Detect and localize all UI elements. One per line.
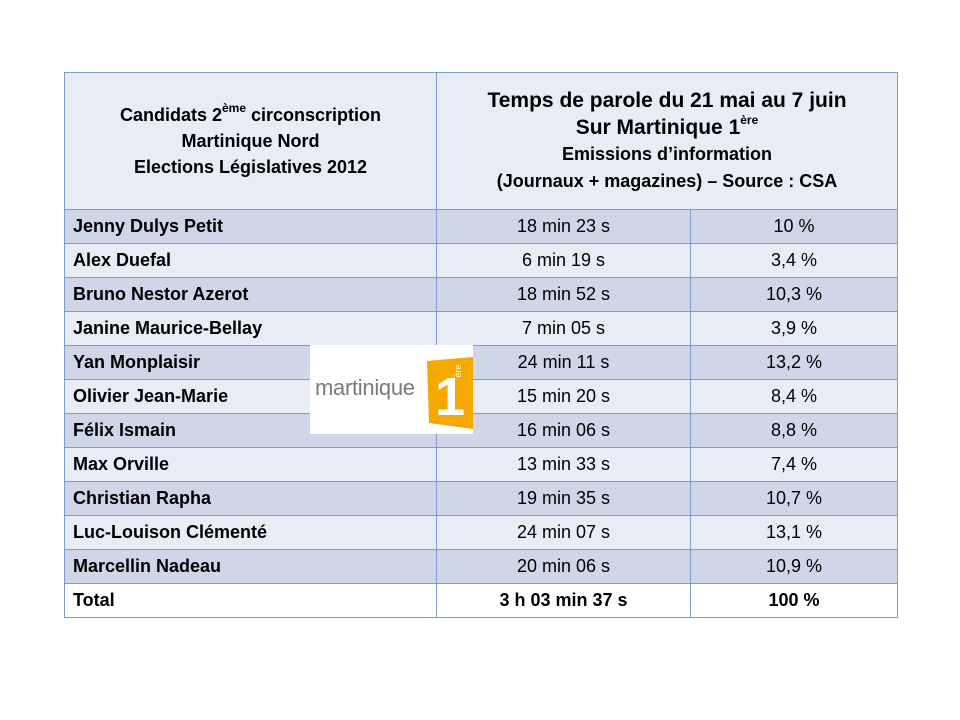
speaking-time: 20 min 06 s	[436, 549, 691, 584]
speaking-percentage: 10 %	[689, 209, 899, 244]
candidate-name: Marcellin Nadeau	[64, 549, 437, 584]
candidate-name: Max Orville	[64, 447, 437, 482]
martinique-1ere-logo: martinique 1 ère	[310, 345, 473, 434]
logo-badge-sup: ère	[453, 364, 463, 377]
title-line4: (Journaux + magazines) – Source : CSA	[496, 171, 838, 191]
speaking-percentage: 3,4 %	[689, 243, 899, 278]
speaking-percentage: 13,2 %	[689, 345, 899, 380]
speaking-time: 13 min 33 s	[436, 447, 691, 482]
speaking-time: 18 min 52 s	[436, 277, 691, 312]
speaking-time: 19 min 35 s	[436, 481, 691, 516]
speaking-percentage: 10,7 %	[689, 481, 899, 516]
speaking-percentage: 10,3 %	[689, 277, 899, 312]
table-row: Max Orville 13 min 33 s 7,4 %	[64, 447, 899, 482]
candidate-name: Christian Rapha	[64, 481, 437, 516]
candidates-header-line3: Elections Législatives 2012	[133, 157, 368, 177]
logo-badge-icon: 1 ère	[427, 357, 473, 429]
speaking-time: 15 min 20 s	[436, 379, 691, 414]
speaking-time-table: Candidats 2ème circonscription Martiniqu…	[64, 72, 899, 618]
speaking-percentage: 8,4 %	[689, 379, 899, 414]
candidates-header-line2: Martinique Nord	[181, 131, 320, 151]
candidates-header-cell: Candidats 2ème circonscription Martiniqu…	[64, 72, 437, 210]
table-header-row: Candidats 2ème circonscription Martiniqu…	[64, 72, 899, 210]
table-row: Luc-Louison Clémenté 24 min 07 s 13,1 %	[64, 515, 899, 550]
total-label: Total	[64, 583, 437, 618]
candidate-name: Jenny Dulys Petit	[64, 209, 437, 244]
candidates-header-line1: Candidats 2ème circonscription	[119, 101, 382, 125]
total-time: 3 h 03 min 37 s	[436, 583, 691, 618]
speaking-time: 18 min 23 s	[436, 209, 691, 244]
logo-text: martinique	[315, 375, 415, 400]
logo-badge-number: 1	[435, 367, 465, 427]
table-row: Bruno Nestor Azerot 18 min 52 s 10,3 %	[64, 277, 899, 312]
speaking-time: 7 min 05 s	[436, 311, 691, 346]
table-row: Marcellin Nadeau 20 min 06 s 10,9 %	[64, 549, 899, 584]
speaking-percentage: 8,8 %	[689, 413, 899, 448]
table-row: Alex Duefal 6 min 19 s 3,4 %	[64, 243, 899, 278]
table-row: Olivier Jean-Marie 15 min 20 s 8,4 %	[64, 379, 899, 414]
table-row: Christian Rapha 19 min 35 s 10,7 %	[64, 481, 899, 516]
title-line3: Emissions d’information	[561, 144, 773, 164]
speaking-percentage: 10,9 %	[689, 549, 899, 584]
total-pct: 100 %	[689, 583, 899, 618]
total-row: Total 3 h 03 min 37 s 100 %	[64, 583, 899, 618]
candidate-name: Janine Maurice-Bellay	[64, 311, 437, 346]
speaking-percentage: 7,4 %	[689, 447, 899, 482]
speaking-time: 24 min 11 s	[436, 345, 691, 380]
title-line2: Sur Martinique 1ère	[575, 113, 759, 139]
speaking-time: 6 min 19 s	[436, 243, 691, 278]
title-line1: Temps de parole du 21 mai au 7 juin	[487, 89, 847, 112]
table-row: Félix Ismain 16 min 06 s 8,8 %	[64, 413, 899, 448]
speaking-time: 24 min 07 s	[436, 515, 691, 550]
candidate-name: Alex Duefal	[64, 243, 437, 278]
speaking-time: 16 min 06 s	[436, 413, 691, 448]
candidate-name: Bruno Nestor Azerot	[64, 277, 437, 312]
table-row: Yan Monplaisir 24 min 11 s 13,2 %	[64, 345, 899, 380]
speaking-time-header-cell: Temps de parole du 21 mai au 7 juin Sur …	[435, 72, 899, 210]
candidate-name: Luc-Louison Clémenté	[64, 515, 437, 550]
speaking-percentage: 13,1 %	[689, 515, 899, 550]
table-row: Jenny Dulys Petit 18 min 23 s 10 %	[64, 209, 899, 244]
table-row: Janine Maurice-Bellay 7 min 05 s 3,9 %	[64, 311, 899, 346]
speaking-percentage: 3,9 %	[689, 311, 899, 346]
